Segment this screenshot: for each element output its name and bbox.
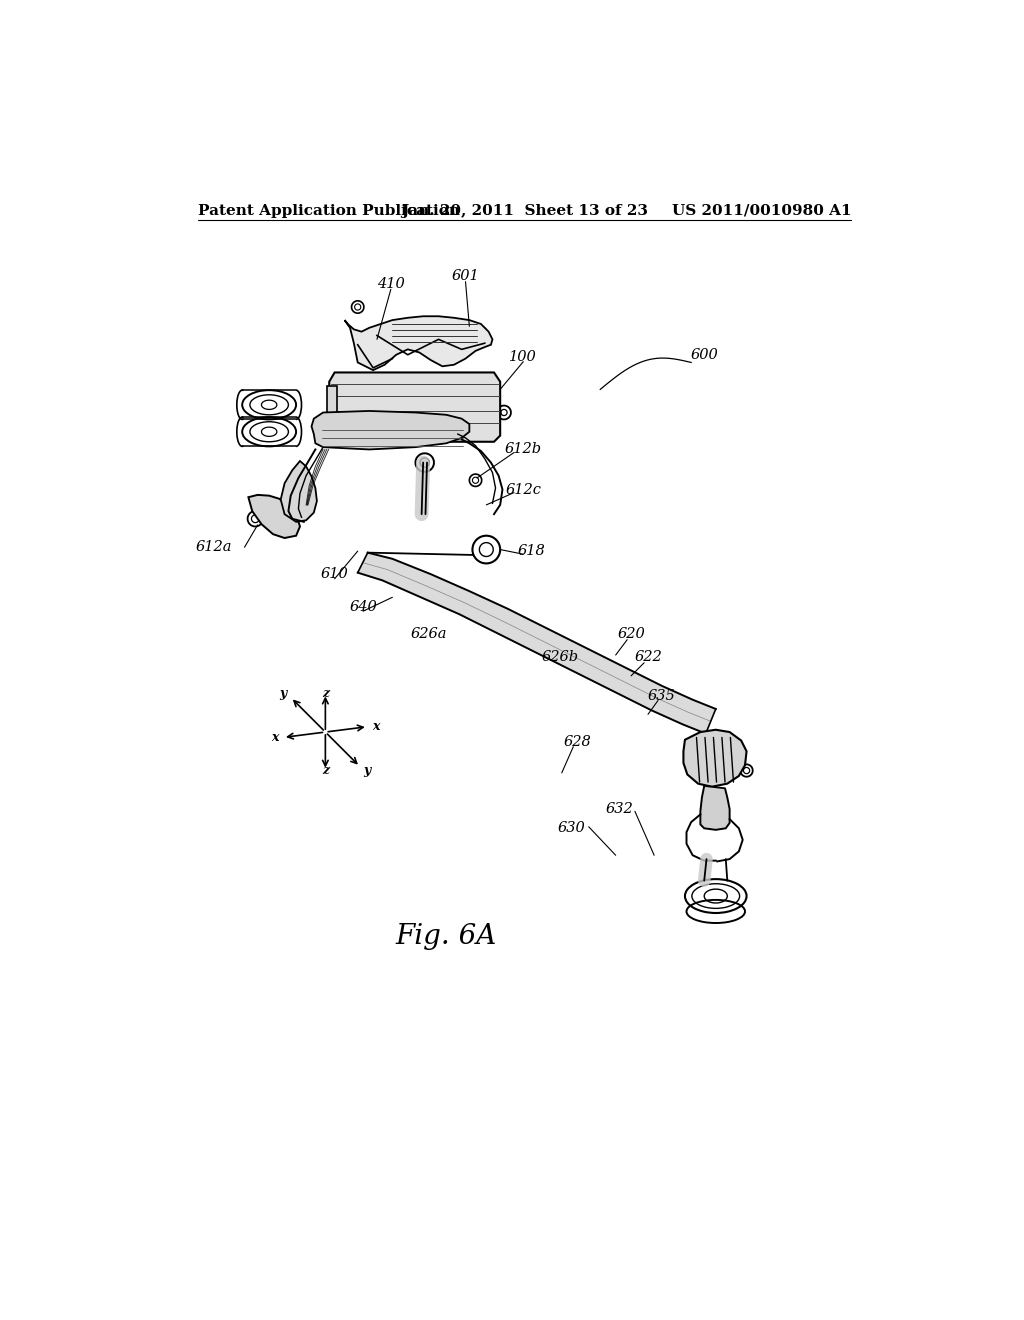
Text: 630: 630 xyxy=(557,821,585,836)
Polygon shape xyxy=(683,730,746,787)
Text: 601: 601 xyxy=(452,269,479,284)
Text: 628: 628 xyxy=(563,735,591,748)
Text: x: x xyxy=(373,721,380,733)
Polygon shape xyxy=(327,385,337,432)
Text: y: y xyxy=(364,763,371,776)
Polygon shape xyxy=(249,495,300,539)
Text: Patent Application Publication: Patent Application Publication xyxy=(199,203,461,218)
Text: 622: 622 xyxy=(634,651,662,664)
Text: US 2011/0010980 A1: US 2011/0010980 A1 xyxy=(672,203,851,218)
Polygon shape xyxy=(330,372,500,442)
Polygon shape xyxy=(700,785,730,830)
Text: 620: 620 xyxy=(617,627,645,642)
Text: Fig. 6A: Fig. 6A xyxy=(395,923,497,949)
Text: 632: 632 xyxy=(605,803,634,816)
Polygon shape xyxy=(311,411,469,449)
Text: 600: 600 xyxy=(690,347,718,362)
Text: 612c: 612c xyxy=(505,483,542,496)
Text: 618: 618 xyxy=(517,544,545,558)
Text: 410: 410 xyxy=(377,277,404,290)
Text: z: z xyxy=(322,686,329,700)
Text: 612b: 612b xyxy=(505,442,542,457)
Text: 640: 640 xyxy=(349,599,377,614)
Text: x: x xyxy=(271,731,279,744)
Polygon shape xyxy=(345,317,493,370)
Text: 610: 610 xyxy=(321,568,348,581)
Polygon shape xyxy=(281,461,316,521)
Text: 635: 635 xyxy=(648,689,676,702)
Text: 626b: 626b xyxy=(542,651,579,664)
Text: Jan. 20, 2011  Sheet 13 of 23: Jan. 20, 2011 Sheet 13 of 23 xyxy=(401,203,648,218)
Text: 100: 100 xyxy=(509,350,538,364)
Text: y: y xyxy=(279,688,286,701)
Text: z: z xyxy=(322,764,329,777)
Text: 612a: 612a xyxy=(196,540,232,554)
Text: 626a: 626a xyxy=(411,627,447,642)
Polygon shape xyxy=(357,553,716,734)
